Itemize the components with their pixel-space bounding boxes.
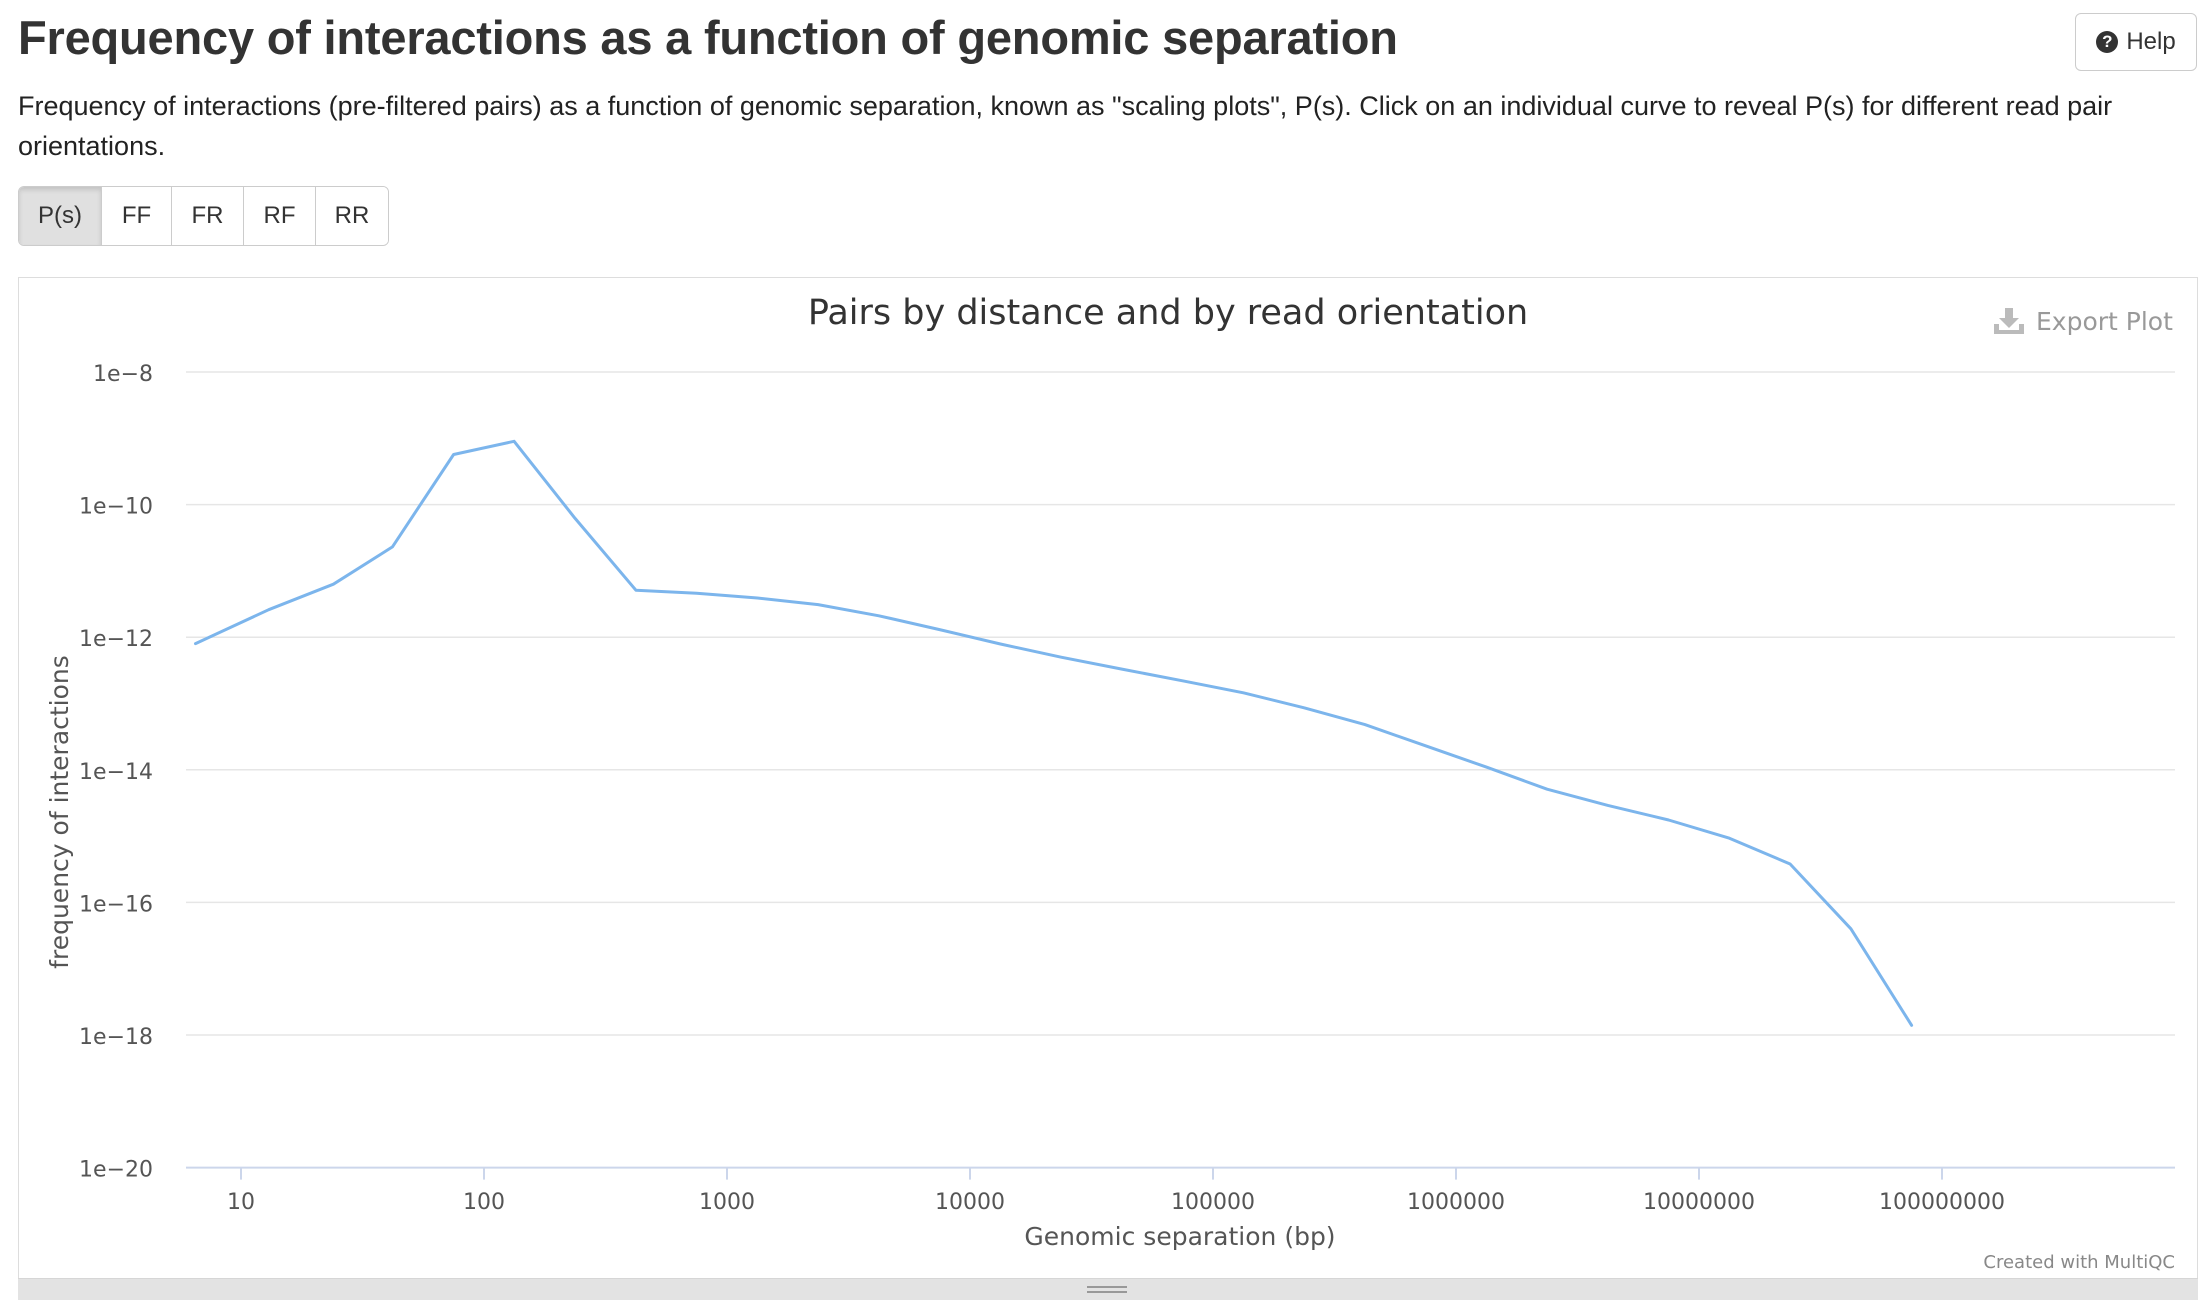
y-tick-label: 1e−18 xyxy=(79,1025,153,1050)
download-icon xyxy=(1994,308,2024,334)
y-tick-label: 1e−14 xyxy=(79,760,153,785)
plot-resize-handle[interactable] xyxy=(18,1278,2198,1300)
x-axis-ticks: 10 100 1000 10000 100000 1000000 10000000 10000… xyxy=(227,1167,2005,1215)
section-description: Frequency of interactions (pre-filtered … xyxy=(18,91,2113,161)
x-tick-label: 10000 xyxy=(935,1190,1005,1215)
y-tick-label: 1e−16 xyxy=(79,892,153,917)
y-tick-label: 1e−10 xyxy=(79,495,153,520)
orientation-tab-group: P(s) FF FR RF RR xyxy=(18,186,389,246)
x-tick-label: 100 xyxy=(463,1190,505,1215)
tab-rf[interactable]: RF xyxy=(243,187,315,245)
x-tick-label: 100000000 xyxy=(1879,1190,2005,1215)
x-tick-label: 10000000 xyxy=(1643,1190,1755,1215)
y-tick-label: 1e−12 xyxy=(79,627,153,652)
question-circle-icon: ? xyxy=(2096,31,2119,53)
help-button[interactable]: ? Help xyxy=(2075,13,2197,71)
tab-fr[interactable]: FR xyxy=(171,187,243,245)
gridlines xyxy=(186,371,2175,1169)
multiqc-credit: Created with MultiQC xyxy=(1983,1252,2175,1273)
y-tick-label: 1e−8 xyxy=(93,362,153,387)
tab-ff[interactable]: FF xyxy=(101,187,171,245)
export-plot-label: Export Plot xyxy=(2036,306,2173,336)
y-axis-ticks: 1e−8 1e−10 1e−12 1e−14 1e−16 1e−18 1e−20 xyxy=(79,362,153,1183)
x-tick-label: 10 xyxy=(227,1190,255,1215)
tab-rr[interactable]: RR xyxy=(315,187,388,245)
page-title: Frequency of interactions as a function … xyxy=(18,11,1398,64)
chart-title: Pairs by distance and by read orientatio… xyxy=(808,293,1528,333)
series-line[interactable] xyxy=(194,439,1914,1027)
series-layer xyxy=(194,439,1914,1027)
plot-container xyxy=(18,277,2198,1300)
export-plot-button[interactable]: Export Plot xyxy=(1992,306,2173,336)
x-tick-label: 100000 xyxy=(1171,1190,1255,1215)
help-button-label: Help xyxy=(2126,28,2176,55)
resize-grip-line xyxy=(1087,1291,1127,1293)
x-tick-label: 1000 xyxy=(699,1190,755,1215)
tab-ps[interactable]: P(s) xyxy=(19,187,101,245)
x-tick-label: 1000000 xyxy=(1407,1190,1505,1215)
x-axis-label: Genomic separation (bp) xyxy=(1024,1222,1335,1251)
y-tick-label: 1e−20 xyxy=(79,1158,153,1183)
y-axis-label: frequency of interactions xyxy=(45,655,74,969)
resize-grip-line xyxy=(1087,1286,1127,1288)
